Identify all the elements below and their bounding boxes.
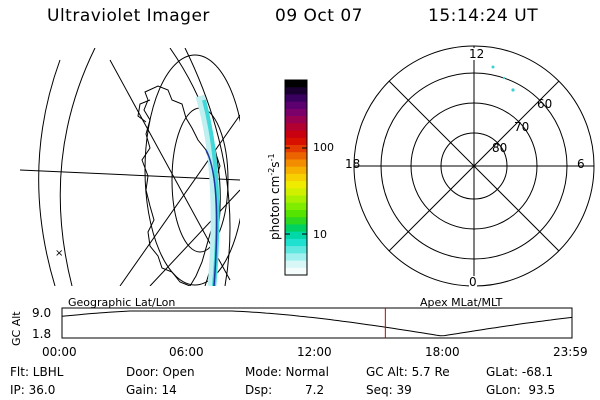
colorbar-swatch xyxy=(285,267,307,276)
polar-caption: Apex MLat/MLT xyxy=(420,296,503,309)
colorbar-swatch xyxy=(285,108,307,117)
colorbar-swatch xyxy=(285,152,307,160)
colorbar-tick-100: 100 xyxy=(313,141,334,154)
colorbar-swatch xyxy=(285,210,307,218)
xtick-0600: 06:00 xyxy=(169,345,204,359)
altitude-ymax: 9.0 xyxy=(32,306,52,320)
colorbar-swatch xyxy=(285,202,307,211)
colorbar-swatch xyxy=(285,253,307,262)
colorbar-swatch xyxy=(285,260,307,269)
colorbar-swatch xyxy=(285,231,307,240)
header-date: 09 Oct 07 xyxy=(275,6,363,26)
mlat-label-80: 80 xyxy=(492,141,508,155)
mlt-label-18: 18 xyxy=(345,157,361,171)
mlt-label-0: 0 xyxy=(469,275,477,289)
instrument-title: Ultraviolet Imager xyxy=(47,6,210,26)
colorbar-swatch xyxy=(285,238,307,247)
altitude-axis-title: GC Alt xyxy=(10,311,23,346)
colorbar-swatch xyxy=(285,130,307,139)
colorbar-swatch xyxy=(285,87,307,95)
colorbar-units-label: photon cm-2s-1 xyxy=(267,153,282,240)
colorbar-swatch xyxy=(285,195,307,204)
mlat-label-60: 60 xyxy=(537,97,553,111)
map-caption: Geographic Lat/Lon xyxy=(68,296,176,309)
colorbar-swatch xyxy=(285,188,307,197)
colorbar-swatch xyxy=(285,137,307,146)
mode-readout: Mode: Normal xyxy=(245,365,329,379)
colorbar-swatch xyxy=(285,217,307,225)
mlt-label-6: 6 xyxy=(577,157,585,171)
dsp-label: Dsp: xyxy=(245,383,273,397)
colorbar-swatch xyxy=(285,123,307,132)
altitude-ymin: 1.8 xyxy=(32,327,52,341)
colorbar-swatch xyxy=(285,246,307,254)
mlat-label-70: 70 xyxy=(514,120,530,134)
header-time: 15:14:24 UT xyxy=(428,6,539,26)
mlt-label-12: 12 xyxy=(469,47,485,61)
colorbar-swatch xyxy=(285,181,307,189)
colorbar-swatch xyxy=(285,173,307,182)
glat-readout: GLat: -68.1 xyxy=(486,365,553,379)
colorbar-swatch xyxy=(285,159,307,168)
gc-alt-readout: GC Alt: 5.7 Re xyxy=(366,365,450,379)
colorbar-swatch xyxy=(285,224,307,233)
colorbar-swatch xyxy=(285,80,307,88)
colorbar-swatch xyxy=(285,101,307,110)
colorbar-swatch xyxy=(285,145,307,153)
ip-readout: IP: 36.0 xyxy=(10,383,56,397)
xtick-1800: 18:00 xyxy=(425,345,460,359)
colorbar-swatch xyxy=(285,116,307,124)
filter-readout: Flt: LBHL xyxy=(10,365,64,379)
xtick-1200: 12:00 xyxy=(297,345,332,359)
xtick-0000: 00:00 xyxy=(42,345,77,359)
gain-readout: Gain: 14 xyxy=(126,383,177,397)
dsp-value: 7.2 xyxy=(305,383,325,397)
xtick-2359: 23:59 xyxy=(553,345,588,359)
colorbar-swatch xyxy=(285,94,307,103)
svg-text:×: × xyxy=(55,248,63,259)
door-readout: Door: Open xyxy=(126,365,195,379)
colorbar-tick-10: 10 xyxy=(313,228,327,241)
colorbar-swatch xyxy=(285,166,307,175)
glon-readout: GLon: 93.5 xyxy=(486,383,556,397)
seq-readout: Seq: 39 xyxy=(366,383,412,397)
